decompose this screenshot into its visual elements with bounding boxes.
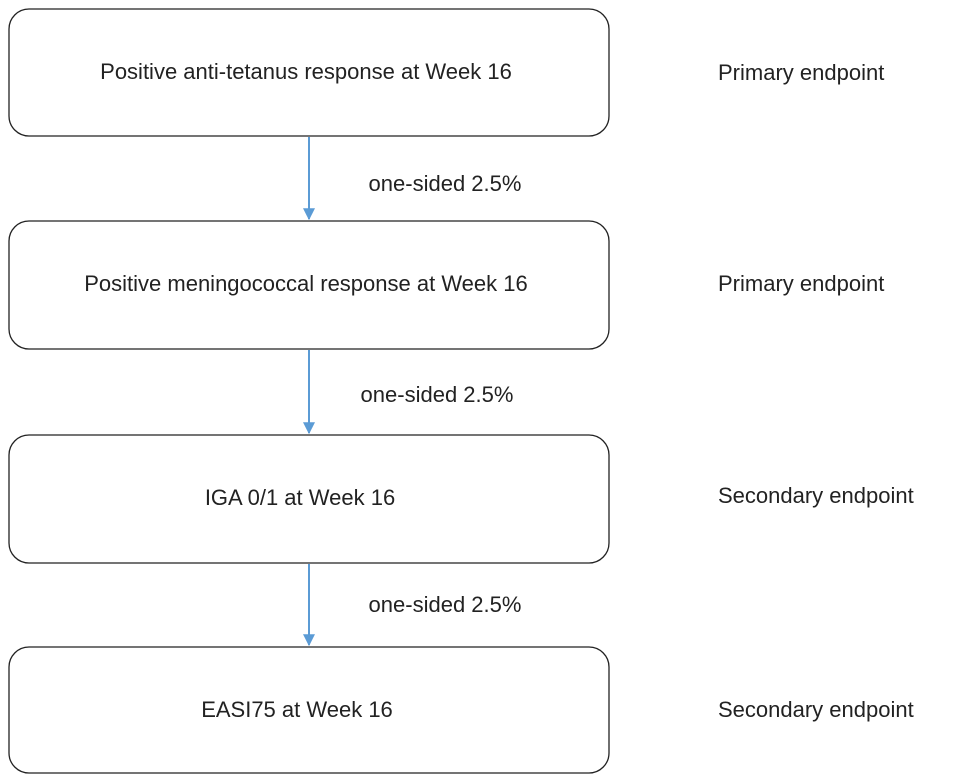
- node-box: [8, 8, 610, 137]
- node-label: IGA 0/1 at Week 16: [205, 485, 395, 510]
- endpoint-label: Primary endpoint: [718, 271, 884, 296]
- edge-label: one-sided 2.5%: [369, 171, 522, 196]
- node-box: [8, 646, 610, 774]
- endpoint-label: Secondary endpoint: [718, 483, 914, 508]
- node-box: [8, 220, 610, 350]
- node-label: Positive meningococcal response at Week …: [84, 271, 528, 296]
- node-box: [8, 434, 610, 564]
- endpoint-label: Secondary endpoint: [718, 697, 914, 722]
- endpoint-label: Primary endpoint: [718, 60, 884, 85]
- edge-label: one-sided 2.5%: [369, 592, 522, 617]
- node-label: EASI75 at Week 16: [201, 697, 393, 722]
- node-label: Positive anti-tetanus response at Week 1…: [100, 59, 512, 84]
- edge-label: one-sided 2.5%: [361, 382, 514, 407]
